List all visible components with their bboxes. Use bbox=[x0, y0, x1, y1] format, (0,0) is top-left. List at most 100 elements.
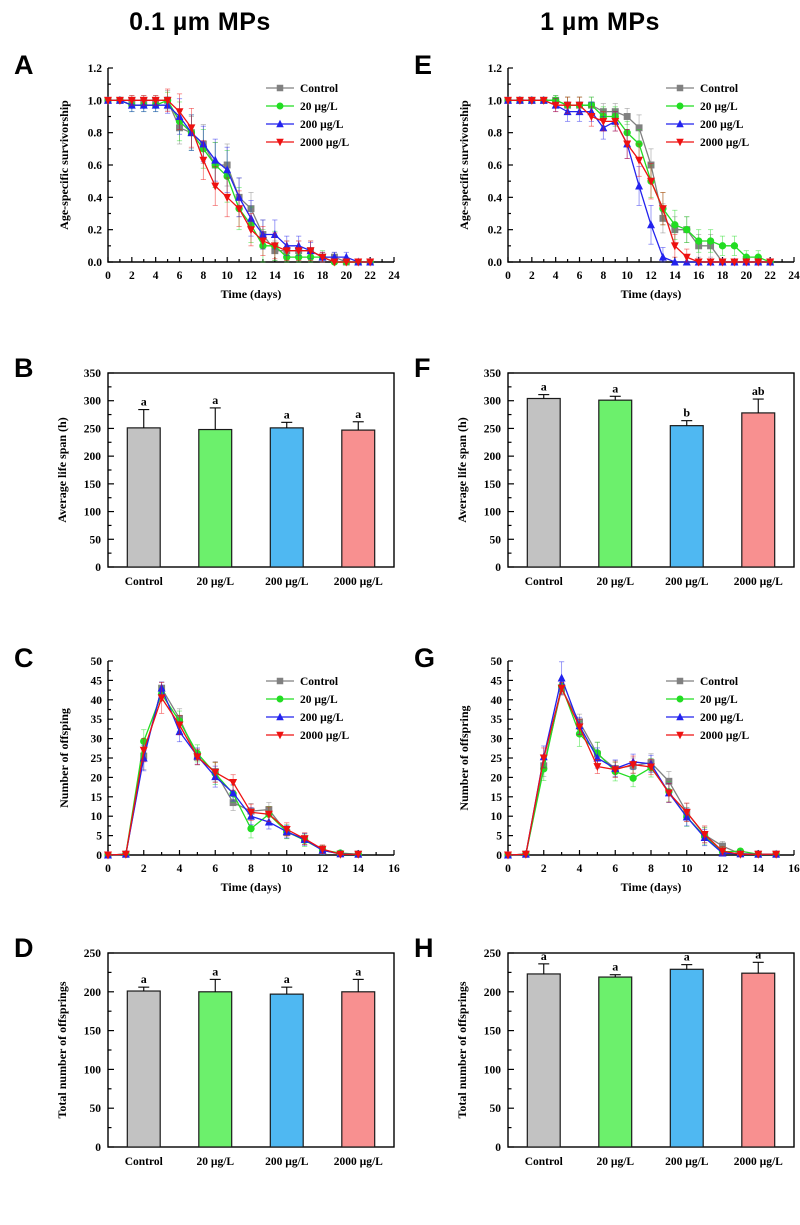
chart-e: 0.00.20.40.60.81.01.20 2 4 6 8 10 12 14 16 18 20 22… bbox=[457, 63, 800, 301]
x-tick-label: 24 bbox=[388, 270, 400, 282]
data-point-marker bbox=[276, 102, 284, 110]
y-tick-label: 250 bbox=[84, 948, 102, 960]
bar[interactable] bbox=[741, 412, 776, 568]
bar[interactable] bbox=[526, 973, 561, 1148]
y-axis-label: Number of offspring bbox=[457, 705, 471, 810]
bar[interactable] bbox=[341, 991, 376, 1148]
significance-label: a bbox=[284, 407, 290, 421]
category-label: 2000 µg/L bbox=[734, 1156, 783, 1168]
legend-label: 200 µg/L bbox=[700, 119, 744, 131]
bar[interactable] bbox=[669, 968, 704, 1148]
legend-label: 20 µg/L bbox=[700, 694, 738, 706]
bar[interactable] bbox=[126, 990, 161, 1148]
x-tick-label: 14 bbox=[669, 270, 681, 282]
bar-group[interactable]: a Control bbox=[125, 972, 163, 1168]
y-tick-label: 10 bbox=[91, 811, 103, 823]
bar[interactable] bbox=[741, 972, 776, 1148]
bar-group[interactable]: a Control bbox=[525, 380, 563, 588]
data-point-marker bbox=[772, 850, 781, 859]
data-point-marker bbox=[658, 205, 667, 214]
bar-group[interactable]: a 20 µg/L bbox=[196, 393, 234, 588]
y-tick-label: 0.6 bbox=[488, 160, 503, 172]
y-tick-label: 10 bbox=[491, 811, 503, 823]
bar-group[interactable]: b 200 µg/L bbox=[665, 406, 709, 588]
panel-letter-b: B bbox=[14, 353, 34, 383]
x-axis-label: Time (days) bbox=[221, 287, 282, 301]
y-axis-label: Age-specific survivorship bbox=[57, 100, 71, 230]
data-point-marker bbox=[199, 156, 208, 165]
data-point-marker bbox=[676, 695, 684, 703]
data-point-marker bbox=[504, 851, 512, 860]
data-point-marker bbox=[593, 763, 602, 772]
y-tick-label: 100 bbox=[84, 1064, 102, 1076]
legend-label: 200 µg/L bbox=[300, 712, 344, 724]
data-point-marker bbox=[706, 237, 715, 245]
bar-group[interactable]: a 2000 µg/L bbox=[334, 407, 383, 588]
data-point-marker bbox=[163, 96, 172, 105]
y-tick-label: 15 bbox=[91, 792, 103, 804]
x-tick-label: 20 bbox=[341, 270, 353, 282]
bar[interactable] bbox=[669, 425, 704, 568]
bar-group[interactable]: a 20 µg/L bbox=[196, 964, 234, 1168]
y-tick-label: 350 bbox=[484, 368, 502, 380]
x-tick-label: 6 bbox=[612, 863, 618, 875]
significance-label: a bbox=[284, 972, 290, 986]
bar-group[interactable]: a Control bbox=[125, 395, 163, 588]
data-point-marker bbox=[306, 247, 315, 256]
data-point-marker bbox=[635, 181, 644, 190]
x-axis-label: Time (days) bbox=[221, 880, 282, 894]
x-tick-label: 12 bbox=[245, 270, 257, 282]
bar[interactable] bbox=[598, 399, 633, 568]
x-tick-label: 16 bbox=[293, 270, 305, 282]
bar[interactable] bbox=[598, 976, 633, 1148]
bar[interactable] bbox=[126, 427, 161, 568]
y-tick-label: 0.2 bbox=[488, 225, 503, 237]
y-tick-label: 20 bbox=[491, 772, 503, 784]
data-point-marker bbox=[647, 177, 655, 186]
bar[interactable] bbox=[341, 429, 376, 568]
x-tick-label: 20 bbox=[741, 270, 753, 282]
x-tick-label: 12 bbox=[645, 270, 657, 282]
bar-group[interactable]: a Control bbox=[525, 949, 563, 1168]
x-axis-label: Time (days) bbox=[621, 287, 682, 301]
bar[interactable] bbox=[198, 428, 233, 568]
x-tick-label: 6 bbox=[212, 863, 218, 875]
bar-group[interactable]: ab 2000 µg/L bbox=[734, 384, 783, 588]
x-tick-label: 10 bbox=[281, 863, 293, 875]
bar[interactable] bbox=[198, 991, 233, 1148]
data-point-marker bbox=[766, 258, 775, 267]
chart-host: 0 5 10 15 20 25 30 35 40 45 50 0 2 4 6 8 10 12 14 16 Time (d… bbox=[36, 647, 408, 909]
bar[interactable] bbox=[526, 397, 561, 568]
data-point-marker bbox=[175, 721, 184, 730]
bar-group[interactable]: a 2000 µg/L bbox=[334, 964, 383, 1168]
category-label: 200 µg/L bbox=[665, 576, 709, 588]
data-point-marker bbox=[647, 220, 655, 229]
category-label: 20 µg/L bbox=[196, 576, 234, 588]
bar-group[interactable]: a 20 µg/L bbox=[596, 960, 634, 1168]
y-tick-label: 100 bbox=[484, 1064, 502, 1076]
y-tick-label: 5 bbox=[496, 831, 502, 843]
bar-group[interactable]: a 200 µg/L bbox=[265, 407, 309, 588]
column-title-left: 0.1 µm MPs bbox=[129, 8, 271, 36]
bar-group[interactable]: a 2000 µg/L bbox=[734, 947, 783, 1168]
data-point-marker bbox=[235, 205, 244, 214]
y-tick-label: 0.4 bbox=[488, 192, 503, 204]
chart-a: 0.00.20.40.60.81.01.20 2 4 6 8 10 12 14 16 18 20 22… bbox=[57, 63, 400, 301]
bar[interactable] bbox=[269, 993, 304, 1148]
series-20-g-l bbox=[504, 678, 780, 859]
bar-group[interactable]: a 20 µg/L bbox=[596, 381, 634, 588]
bar[interactable] bbox=[269, 427, 304, 568]
x-tick-label: 6 bbox=[577, 270, 583, 282]
bar-group[interactable]: a 200 µg/L bbox=[665, 950, 709, 1168]
chart-host: 0.0 0.2 0.4 0.6 0.8 1.0 1.2 0 2 4 6 8 10 12 14 16 18 20 22… bbox=[36, 54, 408, 316]
y-tick-label: 300 bbox=[84, 396, 102, 408]
data-point-marker bbox=[229, 778, 238, 787]
data-point-marker bbox=[629, 774, 637, 782]
data-point-marker bbox=[330, 258, 339, 267]
y-tick-label: 25 bbox=[91, 753, 103, 765]
bar-group[interactable]: a 200 µg/L bbox=[265, 972, 309, 1168]
data-point-marker bbox=[211, 155, 220, 164]
category-label: 2000 µg/L bbox=[334, 576, 383, 588]
legend-label: 20 µg/L bbox=[300, 694, 338, 706]
x-tick-label: 0 bbox=[505, 863, 511, 875]
